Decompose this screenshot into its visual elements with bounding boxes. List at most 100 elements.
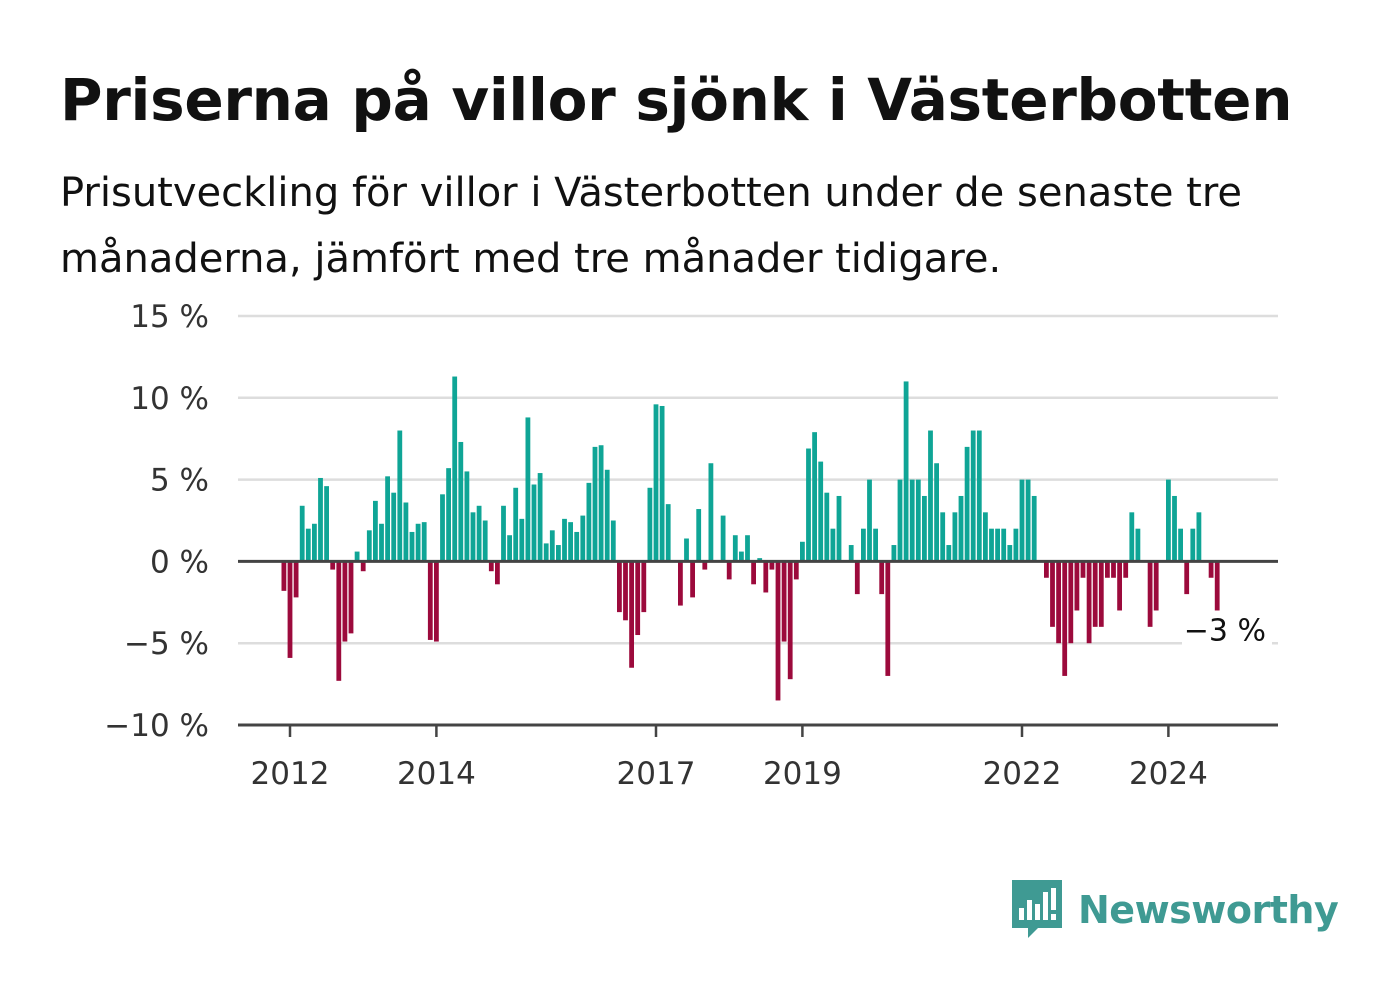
- y-tick-label: 5 %: [150, 463, 209, 499]
- bar: [1117, 561, 1122, 611]
- bar: [580, 515, 586, 562]
- bar: [647, 487, 653, 562]
- bar: [1111, 561, 1116, 578]
- y-tick-label: 15 %: [130, 299, 209, 335]
- bar: [824, 492, 830, 562]
- bar: [409, 531, 415, 562]
- bar: [848, 545, 854, 562]
- bar: [519, 518, 525, 562]
- x-tick-label: 2012: [251, 756, 330, 792]
- bar: [1135, 528, 1141, 562]
- bar: [989, 528, 994, 562]
- bar: [970, 430, 976, 562]
- bar: [525, 417, 531, 562]
- bar: [1098, 561, 1104, 627]
- bar: [940, 512, 946, 562]
- bar: [1214, 561, 1220, 611]
- bar: [366, 530, 372, 562]
- bar: [1092, 561, 1098, 627]
- bar: [403, 502, 409, 562]
- bar: [641, 561, 647, 613]
- brand-name: Newsworthy: [1078, 888, 1339, 932]
- bar: [751, 561, 756, 585]
- bar: [732, 535, 738, 562]
- bar: [574, 531, 580, 562]
- bar: [1190, 528, 1196, 562]
- bar: [556, 545, 561, 562]
- y-tick-label: 0 %: [150, 544, 209, 580]
- bar: [287, 561, 293, 658]
- bar: [690, 561, 695, 598]
- bar: [1062, 561, 1068, 676]
- bar: [1013, 528, 1019, 562]
- bar: [1196, 512, 1202, 562]
- bar: [415, 523, 421, 562]
- bar: [1147, 561, 1153, 627]
- bar: [873, 528, 878, 562]
- bar: [1184, 561, 1190, 595]
- bar: [836, 495, 842, 562]
- bar: [360, 561, 366, 572]
- bar: [1031, 495, 1037, 562]
- bar: [769, 561, 775, 570]
- bar: [495, 561, 500, 585]
- bar: [617, 561, 622, 613]
- bar: [897, 479, 903, 562]
- bar: [1025, 479, 1031, 562]
- bar: [915, 479, 921, 562]
- bar: [702, 561, 708, 570]
- bar: [470, 512, 476, 562]
- bar: [1007, 545, 1013, 562]
- bar: [708, 463, 714, 562]
- bar: [885, 561, 891, 676]
- bar: [312, 523, 317, 562]
- bar: [385, 476, 390, 562]
- bar: [909, 479, 915, 562]
- bar: [458, 441, 464, 562]
- bar: [696, 509, 702, 562]
- bar: [958, 495, 964, 562]
- bar: [665, 504, 671, 562]
- bar: [427, 561, 433, 640]
- bar: [763, 561, 769, 593]
- bar: [891, 545, 897, 562]
- chart-title: Priserna på villor sjönk i Västerbotten: [60, 66, 1293, 134]
- chart-subtitle: Prisutveckling för villor i Västerbotten…: [60, 170, 1243, 282]
- bar: [1019, 479, 1025, 562]
- bar: [476, 505, 482, 562]
- bar: [1068, 561, 1074, 644]
- y-axis-labels: 15 % 10 % 5 % 0 % −5 % −10 %: [104, 299, 209, 744]
- x-tick-label: 2022: [983, 756, 1062, 792]
- bar: [922, 495, 927, 562]
- bar: [678, 561, 683, 606]
- annotation-background: [1182, 612, 1272, 651]
- bar: [1178, 528, 1183, 562]
- bar: [1166, 479, 1171, 562]
- bar: [1105, 561, 1110, 578]
- bar: [879, 561, 885, 595]
- bar: [806, 448, 811, 562]
- bar: [1050, 561, 1055, 627]
- bar: [305, 528, 311, 562]
- bar: [1056, 561, 1061, 644]
- axes: [238, 559, 1278, 737]
- bar: [757, 558, 763, 562]
- bar: [354, 551, 360, 562]
- bar: [1080, 561, 1086, 578]
- bar: [1153, 561, 1159, 611]
- x-axis-labels: 2012 2014 2017 2019 2022 2024: [251, 756, 1208, 792]
- bar: [995, 528, 1000, 562]
- y-tick-label: 10 %: [130, 381, 209, 417]
- bar: [421, 522, 427, 562]
- bar: [781, 561, 787, 642]
- bars: [281, 376, 1220, 701]
- bar: [659, 405, 665, 562]
- bar: [934, 463, 939, 562]
- newsworthy-logo: Newsworthy: [1012, 880, 1339, 940]
- bar: [464, 471, 470, 562]
- bar: [568, 522, 573, 562]
- bar: [1172, 495, 1177, 562]
- bar: [549, 530, 555, 562]
- bar: [604, 469, 610, 562]
- bar: [1044, 561, 1049, 578]
